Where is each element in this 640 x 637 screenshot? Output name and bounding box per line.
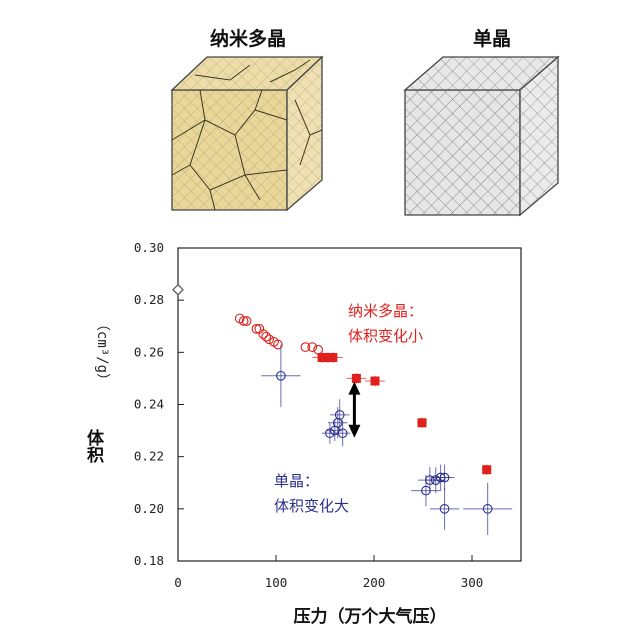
- data-point: [351, 373, 361, 383]
- data-point: [273, 339, 283, 350]
- data-point: [307, 342, 318, 352]
- poly-cube-title: 纳米多晶: [209, 28, 286, 50]
- data-point: [439, 472, 450, 483]
- data-point: [337, 428, 348, 439]
- single-cube: [403, 55, 560, 217]
- data-point: [251, 324, 262, 334]
- data-point: [370, 376, 380, 386]
- data-point: [334, 410, 345, 420]
- data-point: [300, 342, 311, 352]
- chart-marks: [172, 283, 513, 535]
- y-axis-label-unit: （cm³/g）: [94, 317, 110, 387]
- poly-annotation-line2: 体积变化小: [348, 327, 423, 345]
- y-tick-label: 0.20: [134, 501, 164, 516]
- series-0: [234, 313, 323, 355]
- x-tick-label: 0: [174, 575, 182, 590]
- single-annotation-line2: 体积变化大: [274, 497, 349, 515]
- x-tick-label: 200: [363, 575, 386, 590]
- data-point: [238, 316, 249, 326]
- arrow-head-down: [348, 424, 361, 438]
- poly-annotation-line1: 纳米多晶：: [348, 302, 423, 320]
- data-point: [261, 331, 272, 342]
- series-2: [261, 344, 513, 535]
- plot-frame: [177, 247, 522, 562]
- data-point: [430, 475, 441, 485]
- y-tick-label: 0.24: [134, 397, 164, 412]
- series-1: [312, 352, 492, 475]
- single-cube-title: 单晶: [472, 28, 511, 50]
- data-point: [241, 316, 252, 326]
- poly-cube: [170, 55, 324, 212]
- x-tick-label: 300: [461, 575, 484, 590]
- single-annotation-line1: 单晶：: [274, 472, 319, 490]
- x-axis-label: 压力（万个大气压）: [294, 606, 447, 627]
- y-tick-label: 0.30: [134, 240, 164, 255]
- data-point: [417, 418, 427, 428]
- axes: 0.30 0.28 0.26 0.24 0.22 0.20 0.18 0 100 200 300: [134, 240, 483, 590]
- y-axis-label-main: 体积: [83, 428, 104, 464]
- y-tick-label: 0.22: [134, 449, 164, 464]
- data-point: [264, 334, 274, 345]
- reference-point: [172, 283, 184, 296]
- data-point: [258, 329, 269, 339]
- x-tick-label: 100: [265, 575, 288, 590]
- data-point: [328, 353, 338, 363]
- data-point: [325, 428, 335, 439]
- data-point: [276, 370, 286, 381]
- y-tick-label: 0.26: [134, 344, 164, 359]
- y-axis-label-group: 体积: [83, 428, 104, 464]
- double-arrow: [348, 381, 361, 438]
- y-tick-label: 0.18: [134, 553, 164, 568]
- y-tick-label: 0.28: [134, 292, 164, 307]
- data-point: [482, 503, 493, 514]
- data-point: [439, 503, 450, 514]
- data-point: [482, 465, 492, 475]
- arrow-head-up: [348, 381, 361, 395]
